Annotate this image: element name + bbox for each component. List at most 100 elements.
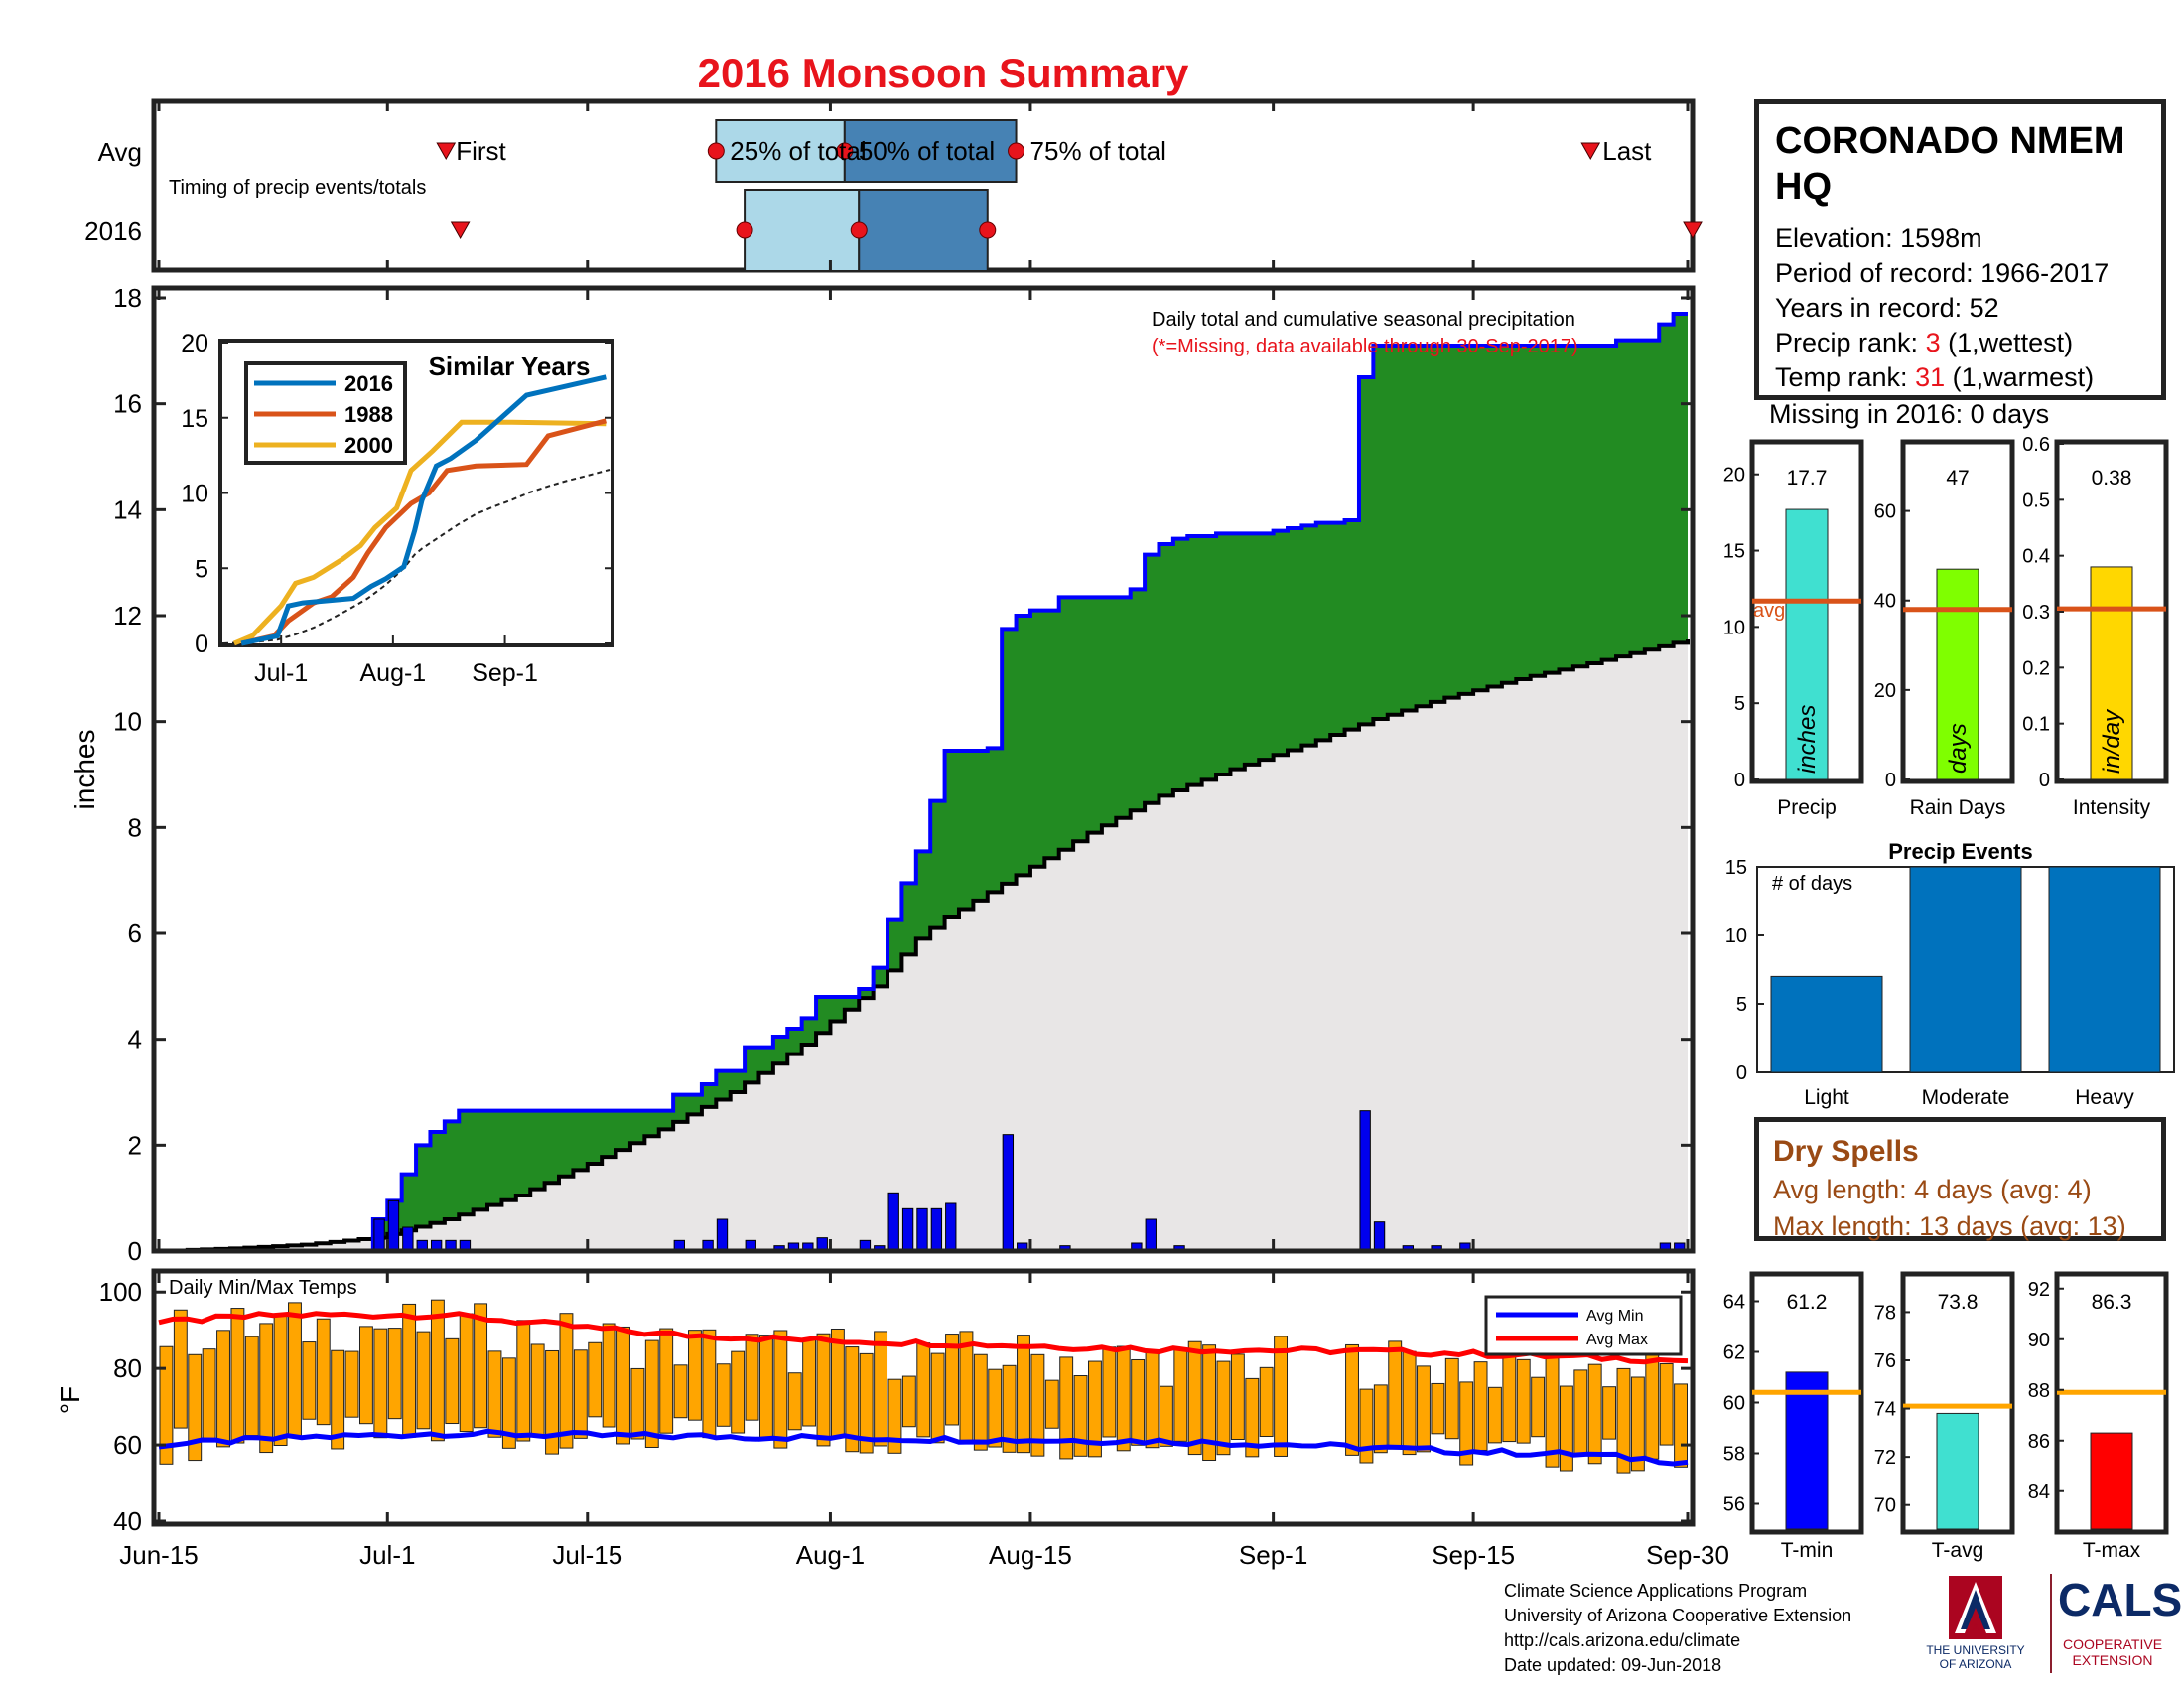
avg-first-marker	[436, 142, 457, 161]
temp-summary-bar	[1936, 1412, 1979, 1530]
footer-line-4: Date updated: 09-Jun-2018	[1504, 1655, 1722, 1675]
daily-temp-bar	[758, 1335, 773, 1440]
temp-summary-value: 86.3	[2092, 1291, 2132, 1314]
daily-temp-bar	[673, 1364, 688, 1419]
footer-line-3: http://cals.arizona.edu/climate	[1504, 1630, 1741, 1650]
daily-temp-bar	[1102, 1346, 1117, 1438]
daily-temp-bar	[316, 1318, 331, 1426]
y2016-last-marker	[1683, 221, 1703, 240]
summary-y-tick-label: 0.6	[2022, 434, 2050, 456]
summary-bar-label: Intensity	[2073, 796, 2151, 819]
inset-x-tick-label: Sep-1	[472, 659, 538, 687]
inset-x-tick-label: Jul-1	[254, 659, 308, 687]
temp-y-tick-label: 100	[99, 1277, 142, 1307]
summary-bar	[1785, 508, 1829, 780]
timing-panel: Avg 2016 Timing of precip events/totals …	[84, 98, 1703, 273]
inset-avg-line	[222, 469, 611, 644]
daily-temp-bar	[1402, 1350, 1417, 1456]
inset-y-tick-label: 5	[195, 555, 208, 583]
daily-temp-bar	[1017, 1335, 1030, 1454]
daily-temp-bar	[1002, 1364, 1017, 1453]
summary-y-tick-label: 0	[2039, 770, 2050, 791]
temp-summary-y-tick-label: 74	[1874, 1399, 1896, 1421]
daily-temp-bar	[202, 1348, 216, 1442]
daily-temp-bar	[1388, 1340, 1403, 1450]
daily-precip-bar	[887, 1192, 899, 1252]
station-info-box: CORONADO NMEM HQ Elevation: 1598m Period…	[1754, 99, 2166, 400]
x-tick-label: Jun-15	[119, 1540, 199, 1570]
precip-y-label: inches	[69, 730, 100, 810]
daily-precip-bar	[945, 1202, 957, 1252]
ua-logo-line-2: OF ARIZONA	[1939, 1657, 2012, 1671]
temp-summary-value: 61.2	[1787, 1291, 1828, 1314]
daily-temp-bar	[516, 1320, 531, 1442]
daily-temp-bar	[273, 1314, 288, 1446]
footer-line-2: University of Arizona Cooperative Extens…	[1504, 1606, 1852, 1625]
temp-summary-y-tick-label: 90	[2028, 1330, 2050, 1351]
daily-temp-bar	[1173, 1348, 1188, 1442]
daily-temp-bar	[1259, 1366, 1274, 1438]
temp-summary-label: T-avg	[1932, 1539, 1984, 1562]
daily-temp-bar	[659, 1328, 674, 1434]
temp-summary-label: T-max	[2083, 1539, 2141, 1562]
inset-series-2000	[232, 419, 607, 646]
temp-legend: Avg Min Avg Max	[1484, 1295, 1683, 1356]
daily-temp-bar	[173, 1309, 188, 1429]
daily-temp-bar	[973, 1353, 988, 1451]
summary-y-tick-label: 10	[1723, 617, 1745, 638]
y2016-box-q1	[744, 189, 861, 272]
temp-summary-y-tick-label: 64	[1723, 1292, 1745, 1314]
daily-temp-bar	[859, 1352, 874, 1454]
inset-y-tick-label: 10	[181, 481, 208, 508]
dry-spells-title: Dry Spells	[1773, 1135, 1919, 1168]
daily-temp-bar	[545, 1349, 559, 1455]
timing-subtitle: Timing of precip events/totals	[169, 177, 426, 199]
events-y-tick-label: 15	[1725, 857, 1747, 879]
daily-temp-bar	[1473, 1361, 1488, 1451]
precip-y-tick-label: 10	[113, 707, 142, 737]
temp-y-tick-label: 80	[113, 1353, 142, 1383]
temp-summary-y-tick-label: 60	[1723, 1393, 1745, 1415]
summary-bar	[2090, 566, 2133, 780]
inset-series-1988	[240, 418, 607, 646]
precip-y-tick-label: 16	[113, 389, 142, 419]
inset-y-tick-label: 15	[181, 405, 208, 433]
daily-precip-bar	[1002, 1134, 1015, 1252]
precip-y-tick-label: 18	[113, 283, 142, 313]
temp-summary-y-tick-label: 76	[1874, 1350, 1896, 1372]
daily-temp-bar	[402, 1303, 417, 1438]
daily-temp-bar	[530, 1343, 545, 1436]
daily-temp-bar	[1131, 1358, 1146, 1446]
temp-summary-y-tick-label: 84	[2028, 1481, 2050, 1503]
events-bar	[2048, 866, 2161, 1073]
daily-temp-bar	[1073, 1375, 1088, 1457]
date-axis: Jun-15 Jul-1 Jul-15 Aug-1 Aug-15 Sep-1 Sep-15 S…	[119, 288, 1729, 1570]
university-of-arizona-logo: A	[1949, 1576, 2002, 1639]
daily-temp-bar	[188, 1353, 203, 1462]
x-tick-label: Aug-15	[989, 1540, 1072, 1570]
daily-temp-bar	[1274, 1336, 1289, 1457]
temp-summary-value: 73.8	[1938, 1291, 1979, 1314]
x-tick-label: Sep-30	[1646, 1540, 1729, 1570]
summary-y-tick-label: 20	[1874, 680, 1896, 702]
temp-chart: Daily Min/Max Temps °F Avg Min Avg Max 40…	[55, 1268, 1696, 1536]
precip-rank-suffix: (1,wettest)	[1940, 328, 2074, 357]
daily-temp-bar	[159, 1345, 174, 1465]
daily-temp-bar	[288, 1302, 302, 1438]
daily-temp-bar	[344, 1350, 359, 1418]
timing-row-2016-label: 2016	[84, 216, 142, 246]
summary-y-tick-label: 0	[1885, 770, 1896, 791]
daily-temp-bar	[1444, 1357, 1459, 1440]
temp-summary-y-tick-label: 88	[2028, 1380, 2050, 1402]
avg-p25-label: 25% of total	[730, 136, 866, 166]
daily-temp-bar	[559, 1313, 574, 1449]
x-tick-label: Sep-15	[1432, 1540, 1515, 1570]
temp-y-tick-label: 60	[113, 1430, 142, 1460]
temp-y-ticks: 40 60 80 100	[99, 1277, 1693, 1536]
daily-temp-bar	[1030, 1353, 1045, 1457]
temp-rank-value: 31	[1915, 362, 1946, 392]
summary-bar-unit: in/day	[2099, 708, 2125, 774]
events-category-label: Light	[1804, 1086, 1849, 1109]
daily-temp-bar	[1573, 1369, 1588, 1456]
